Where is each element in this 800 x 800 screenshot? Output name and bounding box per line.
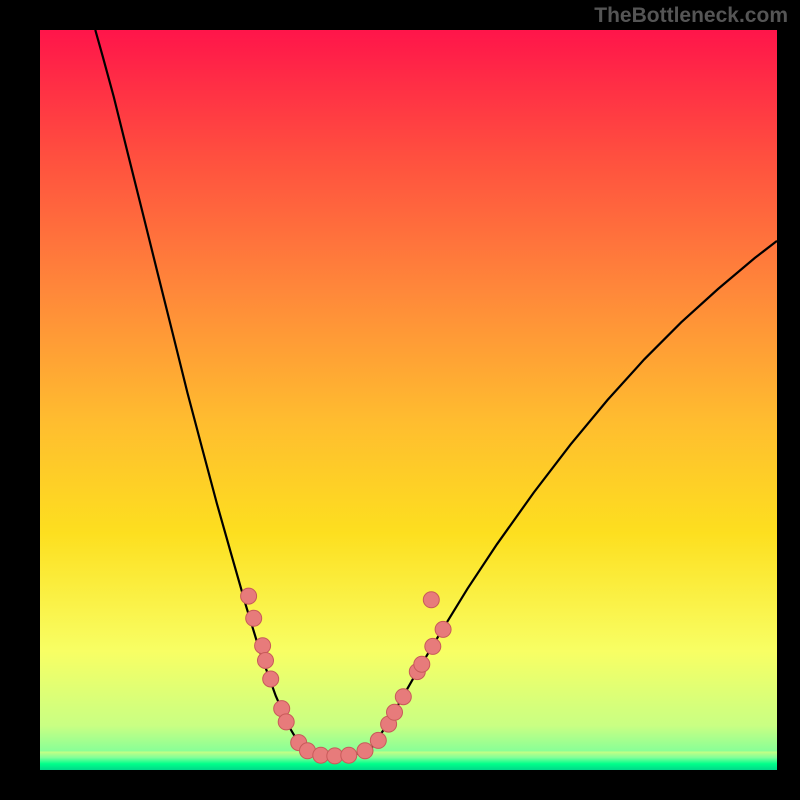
scatter-point — [255, 638, 271, 654]
scatter-point — [387, 704, 403, 720]
chart-plot — [40, 30, 777, 770]
scatter-point — [258, 653, 274, 669]
scatter-point — [370, 732, 386, 748]
scatter-point — [278, 714, 294, 730]
scatter-point — [341, 747, 357, 763]
green-band — [40, 752, 777, 771]
scatter-point — [246, 610, 262, 626]
scatter-point — [425, 638, 441, 654]
gradient-background — [40, 30, 777, 770]
scatter-point — [435, 621, 451, 637]
scatter-point — [395, 689, 411, 705]
scatter-point — [414, 656, 430, 672]
scatter-point — [263, 671, 279, 687]
scatter-point — [423, 592, 439, 608]
scatter-point — [241, 588, 257, 604]
scatter-point — [357, 743, 373, 759]
watermark-text: TheBottleneck.com — [594, 4, 788, 28]
